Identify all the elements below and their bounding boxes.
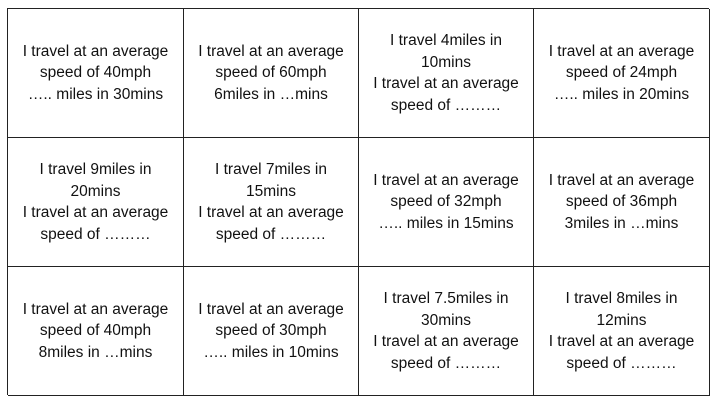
card-line: speed of ……… [390,354,502,372]
card-line: speed of ……… [566,354,677,372]
card-line: speed of 40mph [39,64,152,82]
card-line: ….. miles in 15mins [378,214,514,232]
card-6: I travel 7miles in 15mins I travel at an… [184,138,359,267]
card-line: I travel 8miles in [565,290,678,307]
card-line: 10mins [421,53,471,71]
card-line: speed of 32mph [390,193,502,211]
card-line: ….. miles in 30mins [27,85,164,103]
card-line: I travel at an average [548,42,695,60]
card-line: I travel at an average [22,204,169,221]
card-line: 3miles in …mins [564,214,679,232]
card-line: speed of 40mph [39,322,152,340]
card-line: I travel at an average [373,333,519,350]
card-11: I travel 7.5miles in 30mins I travel at … [359,267,534,396]
card-line: I travel at an average [198,300,344,318]
card-line: I travel at an average [548,333,695,350]
card-line: 20mins [70,182,121,200]
card-10: I travel at an average speed of 30mph ….… [184,267,359,396]
card-line: speed of ……… [40,225,151,243]
card-line: speed of 36mph [565,193,678,211]
card-line: 30mins [421,311,471,329]
card-1: I travel at an average speed of 40mph ….… [8,9,184,138]
card-8: I travel at an average speed of 36mph 3m… [534,138,710,267]
card-line: I travel at an average [373,75,519,92]
card-line: speed of 30mph [215,322,327,340]
card-line: I travel at an average [22,300,169,318]
card-9: I travel at an average speed of 40mph 8m… [8,267,184,396]
card-12: I travel 8miles in 12mins I travel at an… [534,267,710,396]
card-line: I travel 7.5miles in [383,290,509,307]
card-line: I travel at an average [198,42,344,60]
card-line: I travel at an average [548,171,695,189]
card-line: I travel at an average [198,204,344,221]
card-7: I travel at an average speed of 32mph ….… [359,138,534,267]
card-line: speed of ……… [390,96,502,114]
card-line: 6miles in …mins [214,85,328,103]
card-line: I travel at an average [373,171,519,189]
card-2: I travel at an average speed of 60mph 6m… [184,9,359,138]
card-line: 8miles in …mins [38,343,153,361]
card-line: I travel 4miles in [390,32,502,49]
card-4: I travel at an average speed of 24mph ….… [534,9,710,138]
card-5: I travel 9miles in 20mins I travel at an… [8,138,184,267]
card-line: ….. miles in 20mins [553,85,690,103]
card-line: speed of 60mph [215,64,327,82]
card-line: I travel 9miles in [39,161,152,178]
card-line: speed of 24mph [565,64,678,82]
card-line: speed of ……… [215,225,327,243]
card-line: 12mins [596,311,647,329]
card-line: 15mins [246,182,296,200]
card-line: ….. miles in 10mins [203,343,339,361]
card-line: I travel 7miles in [215,161,327,178]
speed-card-grid: I travel at an average speed of 40mph ….… [7,8,710,396]
card-line: I travel at an average [22,42,169,60]
card-3: I travel 4miles in 10mins I travel at an… [359,9,534,138]
